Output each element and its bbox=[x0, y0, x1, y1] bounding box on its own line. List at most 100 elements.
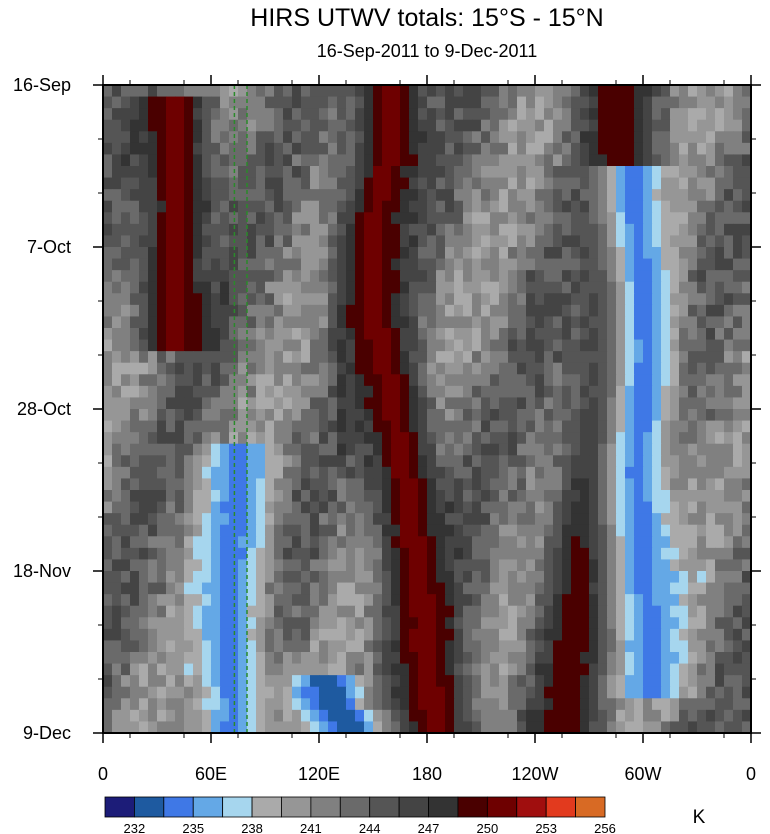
heatmap-cell bbox=[679, 328, 689, 341]
heatmap-cell bbox=[490, 524, 500, 537]
heatmap-cell bbox=[643, 675, 653, 688]
heatmap-cell bbox=[337, 351, 347, 364]
heatmap-cell bbox=[112, 270, 122, 283]
heatmap-cell bbox=[283, 247, 293, 260]
heatmap-cell bbox=[562, 721, 572, 734]
heatmap-cell bbox=[193, 478, 203, 491]
heatmap-cell bbox=[553, 200, 563, 213]
heatmap-cell bbox=[697, 628, 707, 642]
heatmap-cell bbox=[382, 628, 392, 642]
heatmap-cell bbox=[490, 536, 500, 549]
heatmap-cell bbox=[697, 501, 707, 514]
heatmap-cell bbox=[211, 270, 221, 283]
heatmap-cell bbox=[544, 490, 554, 503]
heatmap-cell bbox=[598, 142, 608, 156]
heatmap-cell bbox=[157, 582, 167, 595]
heatmap-cell bbox=[328, 605, 338, 618]
heatmap-cell bbox=[130, 154, 140, 167]
heatmap-cell bbox=[301, 177, 311, 190]
heatmap-cell bbox=[319, 524, 329, 537]
heatmap-cell bbox=[391, 478, 401, 491]
heatmap-cell bbox=[454, 594, 464, 607]
heatmap-cell bbox=[265, 409, 275, 422]
heatmap-cell bbox=[364, 247, 374, 260]
heatmap-cell bbox=[616, 455, 626, 468]
heatmap-cell bbox=[256, 594, 266, 607]
heatmap-cell bbox=[373, 490, 383, 503]
heatmap-cell bbox=[310, 200, 320, 213]
heatmap-cell bbox=[337, 559, 347, 572]
heatmap-cell bbox=[418, 85, 428, 98]
heatmap-cell bbox=[436, 131, 446, 144]
heatmap-cell bbox=[238, 409, 248, 422]
heatmap-cell bbox=[472, 96, 482, 109]
heatmap-cell bbox=[346, 617, 356, 630]
heatmap-cell bbox=[418, 316, 428, 329]
heatmap-cell bbox=[535, 409, 545, 422]
heatmap-cell bbox=[265, 663, 275, 676]
heatmap-cell bbox=[436, 628, 446, 642]
heatmap-cell bbox=[427, 582, 437, 595]
heatmap-cell bbox=[526, 293, 536, 306]
heatmap-cell bbox=[688, 247, 698, 260]
heatmap-cell bbox=[463, 339, 473, 352]
heatmap-cell bbox=[256, 652, 266, 665]
heatmap-cell bbox=[571, 594, 581, 607]
heatmap-cell bbox=[283, 316, 293, 329]
heatmap-cell bbox=[355, 582, 365, 595]
heatmap-cell bbox=[274, 605, 284, 618]
heatmap-cell bbox=[499, 455, 509, 468]
heatmap-cell bbox=[373, 524, 383, 537]
heatmap-cell bbox=[598, 247, 608, 260]
heatmap-cell bbox=[706, 339, 716, 352]
heatmap-cell bbox=[643, 409, 653, 422]
heatmap-cell bbox=[274, 513, 284, 526]
heatmap-cell bbox=[652, 247, 662, 260]
heatmap-cell bbox=[391, 709, 401, 723]
heatmap-cell bbox=[643, 85, 653, 98]
heatmap-cell bbox=[508, 293, 518, 306]
heatmap-cell bbox=[670, 698, 680, 711]
heatmap-cell bbox=[112, 131, 122, 144]
heatmap-cell bbox=[238, 686, 248, 699]
heatmap-cell bbox=[580, 652, 590, 665]
heatmap-cell bbox=[481, 339, 491, 352]
heatmap-cell bbox=[553, 258, 563, 271]
heatmap-cell bbox=[103, 490, 113, 503]
heatmap-cell bbox=[328, 281, 338, 294]
heatmap-cell bbox=[715, 571, 725, 584]
heatmap-cell bbox=[148, 663, 158, 676]
heatmap-cell bbox=[616, 166, 626, 179]
heatmap-cell bbox=[688, 571, 698, 584]
heatmap-cell bbox=[292, 189, 302, 202]
heatmap-cell bbox=[337, 478, 347, 491]
heatmap-cell bbox=[202, 304, 212, 318]
heatmap-cell bbox=[481, 397, 491, 410]
heatmap-cell bbox=[310, 374, 320, 387]
heatmap-cell bbox=[193, 420, 203, 433]
heatmap-cell bbox=[274, 466, 284, 480]
heatmap-cell bbox=[211, 247, 221, 260]
heatmap-cell bbox=[535, 652, 545, 665]
heatmap-cell bbox=[346, 594, 356, 607]
heatmap-cell bbox=[256, 328, 266, 341]
heatmap-cell bbox=[382, 166, 392, 179]
heatmap-cell bbox=[310, 466, 320, 480]
heatmap-cell bbox=[256, 131, 266, 144]
heatmap-cell bbox=[643, 351, 653, 364]
heatmap-cell bbox=[445, 605, 455, 618]
heatmap-cell bbox=[409, 270, 419, 283]
heatmap-cell bbox=[112, 582, 122, 595]
heatmap-cell bbox=[715, 501, 725, 514]
heatmap-cell bbox=[598, 536, 608, 549]
heatmap-cell bbox=[634, 617, 644, 630]
heatmap-cell bbox=[418, 698, 428, 711]
heatmap-cell bbox=[535, 258, 545, 271]
heatmap-cell bbox=[643, 536, 653, 549]
heatmap-cell bbox=[283, 455, 293, 468]
heatmap-cell bbox=[589, 698, 599, 711]
heatmap-cell bbox=[130, 698, 140, 711]
heatmap-cell bbox=[436, 582, 446, 595]
heatmap-cell bbox=[643, 142, 653, 156]
heatmap-cell bbox=[328, 258, 338, 271]
